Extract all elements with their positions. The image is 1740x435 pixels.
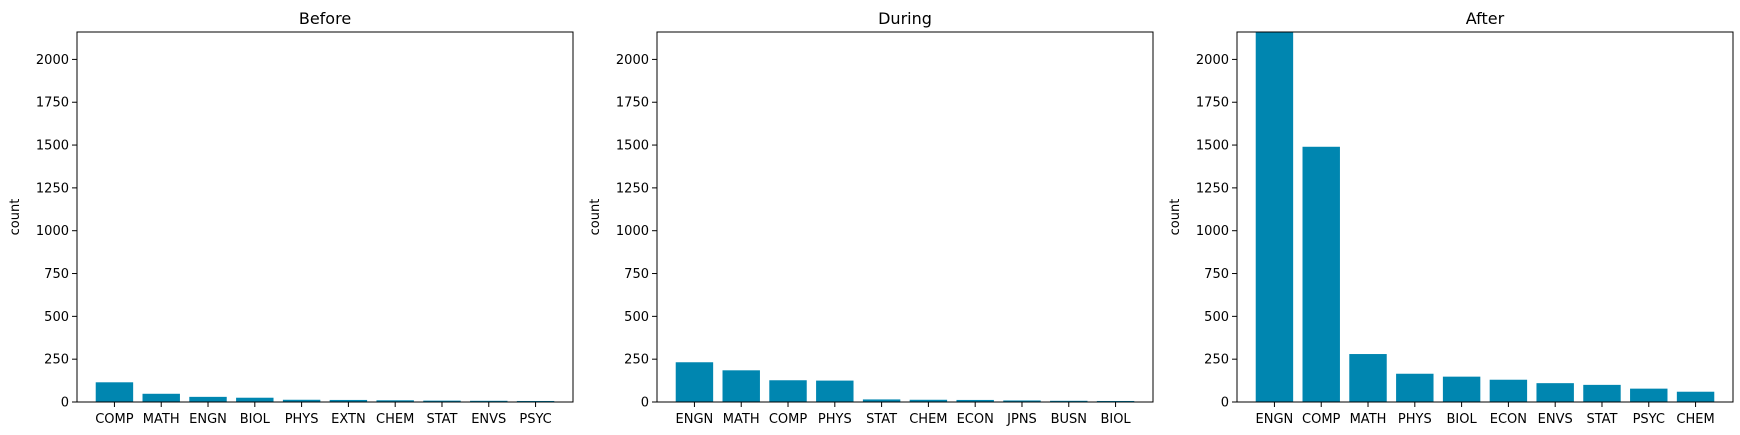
x-tick-label: COMP bbox=[95, 412, 134, 427]
y-tick-label: 0 bbox=[641, 396, 649, 411]
y-tick-label: 1500 bbox=[36, 139, 69, 154]
bar-econ bbox=[1489, 379, 1528, 402]
bar-jpns bbox=[1003, 400, 1041, 402]
y-tick-label: 1000 bbox=[1196, 224, 1229, 239]
plot-frame bbox=[1236, 31, 1734, 403]
bar-stat bbox=[1583, 384, 1621, 402]
bar-phys bbox=[282, 399, 321, 402]
y-tick-label: 500 bbox=[624, 310, 649, 325]
bar-biol bbox=[1096, 400, 1135, 402]
plot-frame bbox=[656, 31, 1154, 403]
bar-biol bbox=[236, 397, 274, 402]
chart-title: After bbox=[1466, 9, 1505, 28]
bar-envs bbox=[470, 400, 508, 402]
x-tick-label: PHYS bbox=[1398, 412, 1432, 427]
x-tick-label: ECON bbox=[957, 412, 994, 427]
y-tick-label: 2000 bbox=[1196, 53, 1229, 68]
bar-phys bbox=[816, 380, 854, 402]
x-tick-label: ENGN bbox=[1256, 412, 1294, 427]
bar-comp bbox=[95, 382, 134, 402]
y-tick-label: 1500 bbox=[1196, 139, 1229, 154]
bar-comp bbox=[1302, 146, 1340, 402]
bar-chem bbox=[1676, 391, 1715, 402]
bar-stat bbox=[862, 399, 901, 402]
bar-stat bbox=[423, 400, 461, 402]
y-tick-label: 1250 bbox=[616, 181, 649, 196]
x-tick-label: MATH bbox=[143, 412, 180, 427]
x-tick-label: PSYC bbox=[519, 412, 551, 427]
bar-busn bbox=[1050, 400, 1088, 402]
y-tick-label: 2000 bbox=[36, 53, 69, 68]
bar-phys bbox=[1396, 373, 1434, 402]
x-tick-label: STAT bbox=[866, 412, 897, 427]
x-tick-label: CHEM bbox=[909, 412, 947, 427]
x-tick-label: MATH bbox=[723, 412, 760, 427]
y-tick-label: 0 bbox=[61, 396, 69, 411]
y-tick-label: 250 bbox=[624, 353, 649, 368]
y-tick-label: 250 bbox=[1204, 353, 1229, 368]
y-tick-label: 1250 bbox=[36, 181, 69, 196]
y-axis-label: count bbox=[1168, 199, 1183, 236]
bar-envs bbox=[1536, 383, 1574, 402]
bar-math bbox=[1349, 354, 1387, 402]
x-tick-label: MATH bbox=[1350, 412, 1387, 427]
chart-title: Before bbox=[299, 9, 351, 28]
y-axis-label: count bbox=[588, 199, 603, 236]
x-tick-label: ENVS bbox=[471, 412, 506, 427]
y-tick-label: 1250 bbox=[1196, 181, 1229, 196]
x-tick-label: PSYC bbox=[1633, 412, 1665, 427]
bar-engn bbox=[1255, 32, 1294, 402]
x-tick-label: BUSN bbox=[1051, 412, 1087, 427]
x-tick-label: ENGN bbox=[189, 412, 227, 427]
x-tick-label: PHYS bbox=[818, 412, 852, 427]
x-tick-label: CHEM bbox=[376, 412, 414, 427]
bar-engn bbox=[189, 396, 227, 402]
x-tick-label: STAT bbox=[1586, 412, 1617, 427]
x-tick-label: ENGN bbox=[676, 412, 714, 427]
bar-math bbox=[142, 393, 180, 402]
x-tick-label: EXTN bbox=[331, 412, 366, 427]
y-tick-label: 250 bbox=[44, 353, 69, 368]
x-tick-label: ECON bbox=[1490, 412, 1527, 427]
chart-title: During bbox=[878, 9, 932, 28]
y-tick-label: 0 bbox=[1221, 396, 1229, 411]
bar-comp bbox=[769, 380, 807, 402]
x-tick-label: STAT bbox=[426, 412, 457, 427]
y-tick-label: 750 bbox=[624, 267, 649, 282]
y-tick-label: 1750 bbox=[36, 96, 69, 111]
bar-psyc bbox=[516, 400, 555, 402]
y-tick-label: 500 bbox=[1204, 310, 1229, 325]
x-tick-label: CHEM bbox=[1676, 412, 1714, 427]
y-tick-label: 1000 bbox=[616, 224, 649, 239]
y-tick-label: 2000 bbox=[616, 53, 649, 68]
x-tick-label: BIOL bbox=[1100, 412, 1131, 427]
y-tick-label: 750 bbox=[1204, 267, 1229, 282]
plot-frame bbox=[76, 31, 574, 403]
y-tick-label: 1750 bbox=[1196, 96, 1229, 111]
x-tick-label: COMP bbox=[1302, 412, 1341, 427]
bar-biol bbox=[1442, 376, 1481, 402]
bar-engn bbox=[675, 362, 714, 402]
x-tick-label: BIOL bbox=[240, 412, 271, 427]
bar-chem bbox=[376, 400, 414, 402]
x-tick-label: COMP bbox=[769, 412, 808, 427]
y-axis-label: count bbox=[8, 199, 23, 236]
bar-econ bbox=[956, 399, 994, 402]
y-tick-label: 750 bbox=[44, 267, 69, 282]
x-tick-label: ENVS bbox=[1538, 412, 1573, 427]
x-tick-label: JPNS bbox=[1006, 412, 1037, 427]
y-tick-label: 1750 bbox=[616, 96, 649, 111]
bar-extn bbox=[329, 399, 368, 402]
y-tick-label: 1000 bbox=[36, 224, 69, 239]
bar-math bbox=[722, 370, 760, 402]
x-tick-label: BIOL bbox=[1446, 412, 1477, 427]
bar-chem bbox=[909, 399, 948, 402]
x-tick-label: PHYS bbox=[285, 412, 319, 427]
bar-psyc bbox=[1630, 388, 1668, 402]
y-tick-label: 1500 bbox=[616, 139, 649, 154]
y-tick-label: 500 bbox=[44, 310, 69, 325]
